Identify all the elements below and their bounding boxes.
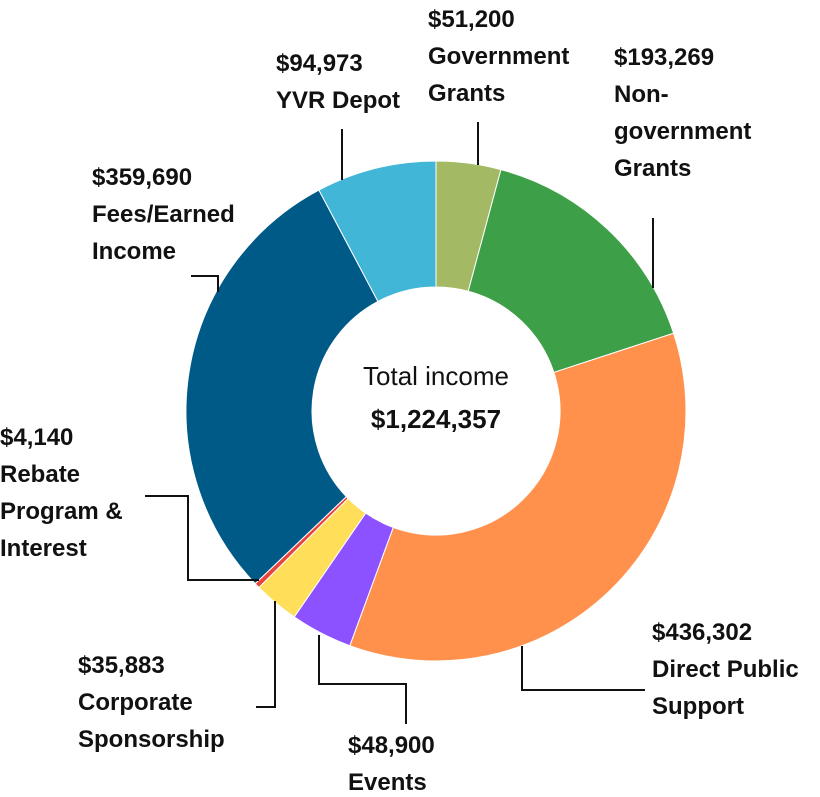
slice-label: $4,140 Rebate Program & Interest [0, 424, 123, 562]
slice-label: $436,302 Direct Public Support [652, 619, 799, 720]
slice-category-text: Government [428, 43, 569, 70]
center-total-value: $1,224,357 [371, 404, 501, 434]
donut-slice [349, 332, 687, 662]
slice-value-text: $51,200 [428, 6, 515, 33]
slice-category-text: Grants [614, 155, 691, 182]
slice-value-text: $193,269 [614, 44, 714, 71]
leader-line [256, 601, 276, 708]
leader-line [145, 495, 259, 581]
slice-category-text: Grants [428, 80, 505, 107]
leader-line [521, 646, 645, 691]
slice-category-text: Non- [614, 81, 669, 108]
slice-category-text: Rebate [0, 461, 80, 488]
slice-category-text: Sponsorship [78, 726, 225, 753]
slice-category-text: Support [652, 693, 744, 720]
slice-label: $193,269 Non-government Grants [614, 44, 751, 182]
slice-category-text: Income [92, 238, 176, 265]
slice-category-text: Interest [0, 535, 87, 562]
slice-label: $35,883 Corporate Sponsorship [78, 652, 225, 753]
slice-value-text: $35,883 [78, 652, 165, 679]
donut-slice [318, 160, 437, 303]
slice-category-text: Program & [0, 498, 123, 525]
slice-label: $359,690 Fees/Earned Income [92, 164, 235, 265]
slice-category-text: Direct Public [652, 656, 799, 683]
donut-center: Total income $1,224,357 [363, 361, 509, 434]
slice-value-text: $94,973 [276, 50, 363, 77]
leader-lines [145, 122, 654, 724]
slice-category-text: government [614, 118, 751, 145]
slice-value-text: $4,140 [0, 424, 73, 451]
slice-value-text: $359,690 [92, 164, 192, 191]
donut-slices [185, 160, 687, 662]
slice-value-text: $48,900 [348, 732, 435, 759]
slice-category-text: YVR Depot [276, 87, 400, 114]
leader-line [318, 635, 407, 724]
slice-label: $51,200 Government Grants [428, 6, 569, 107]
slice-category-text: Corporate [78, 689, 193, 716]
slice-label: $48,900 Events [348, 732, 435, 796]
donut-slice [185, 189, 379, 585]
slice-category-text: Events [348, 769, 427, 796]
slice-value-text: $436,302 [652, 619, 752, 646]
slice-labels: $51,200 Government Grants $193,269 Non-gover… [0, 6, 799, 796]
donut-slice [467, 168, 675, 374]
leader-line [191, 275, 219, 292]
slice-label: $94,973 YVR Depot [276, 50, 400, 114]
slice-category-text: Fees/Earned [92, 201, 235, 228]
center-label: Total income [363, 361, 509, 391]
